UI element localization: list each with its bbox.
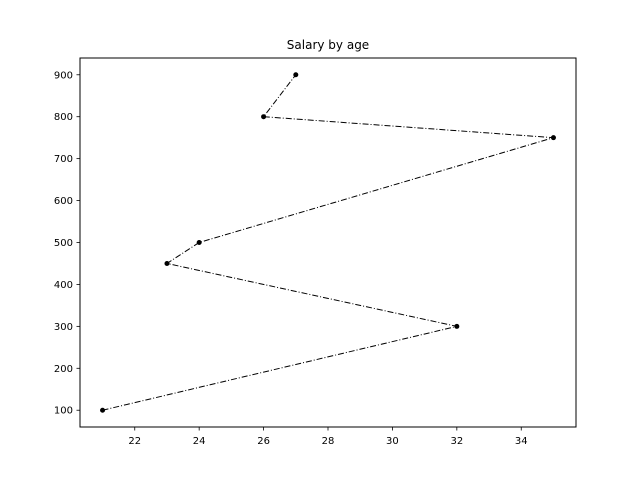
x-tick-label: 34 bbox=[515, 436, 528, 447]
y-tick-label: 200 bbox=[54, 364, 73, 375]
x-tick-label: 26 bbox=[257, 436, 270, 447]
data-point bbox=[293, 72, 299, 78]
x-tick-label: 32 bbox=[450, 436, 463, 447]
y-tick-label: 500 bbox=[54, 238, 73, 249]
y-axis: 100 200 300 400 500 600 700 800 900 bbox=[54, 70, 80, 417]
data-point bbox=[164, 260, 170, 266]
data-point bbox=[100, 407, 106, 413]
data-point bbox=[550, 135, 556, 141]
y-tick-label: 900 bbox=[54, 70, 73, 81]
data-point bbox=[196, 240, 202, 245]
x-tick-label: 28 bbox=[322, 436, 335, 447]
y-tick-label: 800 bbox=[54, 112, 73, 123]
x-tick-label: 24 bbox=[193, 436, 206, 447]
data-point bbox=[261, 114, 267, 120]
chart-title: Salary by age bbox=[287, 38, 369, 52]
x-tick-label: 30 bbox=[386, 436, 399, 447]
y-tick-label: 600 bbox=[54, 196, 73, 207]
x-axis: 22 24 26 28 30 32 34 bbox=[128, 427, 528, 447]
y-tick-label: 300 bbox=[54, 322, 73, 333]
y-tick-label: 400 bbox=[54, 280, 73, 291]
y-tick-label: 700 bbox=[54, 154, 73, 165]
x-tick-label: 22 bbox=[128, 436, 141, 447]
y-tick-label: 100 bbox=[54, 406, 73, 417]
plot-area bbox=[100, 72, 556, 413]
data-point bbox=[454, 323, 460, 329]
plot-frame bbox=[79, 57, 577, 428]
